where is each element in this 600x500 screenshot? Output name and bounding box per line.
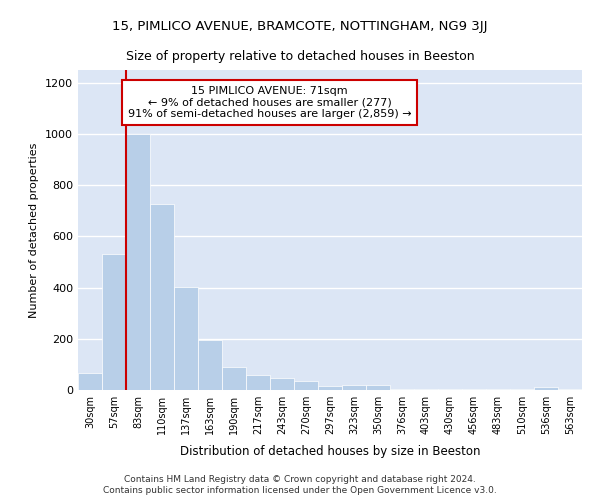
Bar bbox=[534, 388, 558, 390]
Bar bbox=[342, 385, 366, 390]
Text: Contains public sector information licensed under the Open Government Licence v3: Contains public sector information licen… bbox=[103, 486, 497, 495]
Text: 15 PIMLICO AVENUE: 71sqm
← 9% of detached houses are smaller (277)
91% of semi-d: 15 PIMLICO AVENUE: 71sqm ← 9% of detache… bbox=[128, 86, 412, 119]
Text: Contains HM Land Registry data © Crown copyright and database right 2024.: Contains HM Land Registry data © Crown c… bbox=[124, 475, 476, 484]
Text: Size of property relative to detached houses in Beeston: Size of property relative to detached ho… bbox=[125, 50, 475, 63]
Bar bbox=[126, 134, 150, 390]
Bar bbox=[246, 374, 270, 390]
Bar bbox=[294, 381, 318, 390]
Bar bbox=[102, 254, 126, 390]
Bar bbox=[78, 372, 102, 390]
Bar bbox=[174, 287, 198, 390]
Bar bbox=[318, 386, 342, 390]
Bar bbox=[366, 385, 390, 390]
Text: 15, PIMLICO AVENUE, BRAMCOTE, NOTTINGHAM, NG9 3JJ: 15, PIMLICO AVENUE, BRAMCOTE, NOTTINGHAM… bbox=[112, 20, 488, 33]
Bar bbox=[270, 378, 294, 390]
Bar bbox=[198, 340, 222, 390]
Bar bbox=[222, 367, 246, 390]
X-axis label: Distribution of detached houses by size in Beeston: Distribution of detached houses by size … bbox=[180, 446, 480, 458]
Y-axis label: Number of detached properties: Number of detached properties bbox=[29, 142, 40, 318]
Bar bbox=[150, 204, 174, 390]
